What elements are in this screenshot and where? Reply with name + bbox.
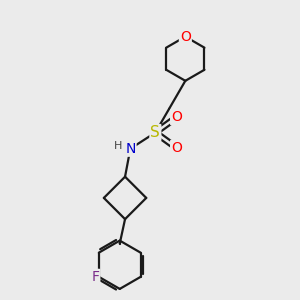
Text: O: O — [171, 141, 182, 155]
Text: N: N — [125, 142, 136, 156]
Text: S: S — [151, 125, 160, 140]
Text: H: H — [114, 141, 122, 152]
Text: F: F — [91, 270, 99, 284]
Text: O: O — [171, 110, 182, 124]
Text: O: O — [180, 30, 191, 44]
